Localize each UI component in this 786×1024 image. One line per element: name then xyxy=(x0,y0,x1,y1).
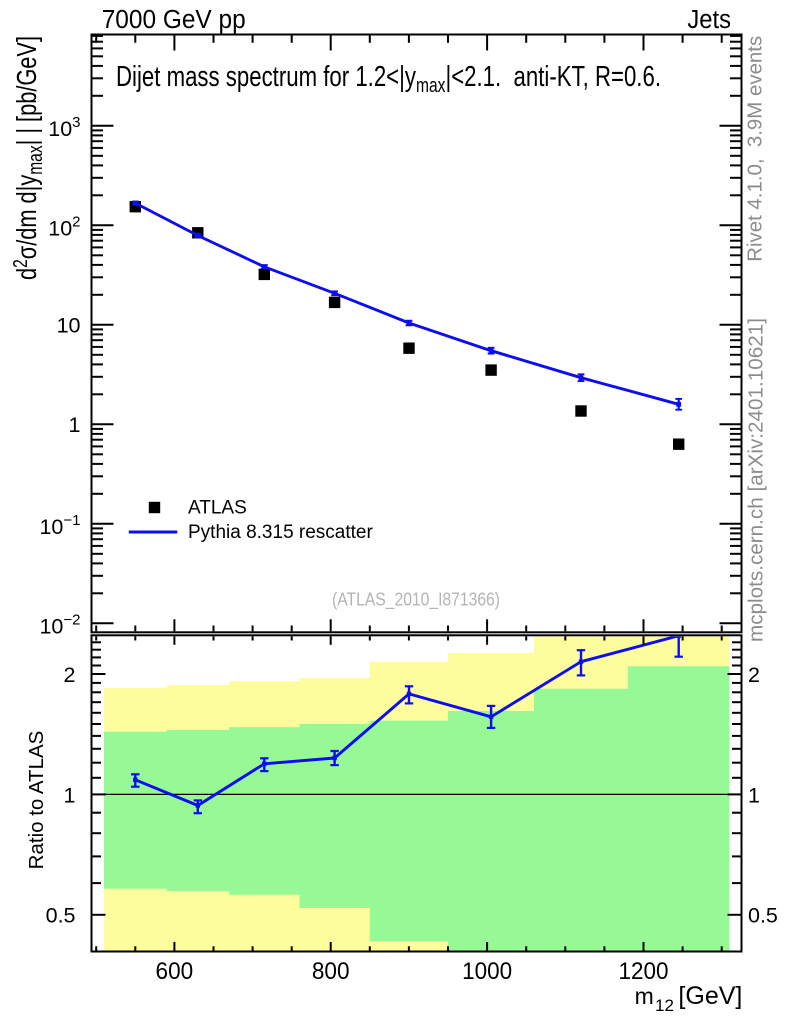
svg-text:1: 1 xyxy=(748,783,760,807)
svg-text:600: 600 xyxy=(156,958,194,985)
svg-text:ATLAS: ATLAS xyxy=(188,497,247,518)
svg-text:0.5: 0.5 xyxy=(748,904,778,928)
svg-text:0.5: 0.5 xyxy=(46,904,76,928)
svg-text:Pythia 8.315 rescatter: Pythia 8.315 rescatter xyxy=(188,522,373,543)
svg-text:Rivet 4.1.0, 3.9M events: Rivet 4.1.0, 3.9M events xyxy=(745,36,767,262)
svg-text:7000 GeV pp: 7000 GeV pp xyxy=(102,6,246,34)
svg-text:Jets: Jets xyxy=(687,6,731,34)
svg-text:[GeV]: [GeV] xyxy=(678,982,742,1010)
svg-text:2: 2 xyxy=(748,663,760,687)
svg-text:1200: 1200 xyxy=(619,958,669,985)
svg-text:10: 10 xyxy=(57,314,81,338)
svg-text:12: 12 xyxy=(655,996,674,1015)
svg-text:1: 1 xyxy=(64,783,76,807)
svg-text:m: m xyxy=(635,983,654,1009)
svg-text:Dijet mass spectrum for 1.2<|y: Dijet mass spectrum for 1.2<|ymax|<2.1. … xyxy=(116,61,661,97)
svg-text:mcplots.cern.ch [arXiv:2401.10: mcplots.cern.ch [arXiv:2401.10621] xyxy=(746,318,768,642)
svg-text:2: 2 xyxy=(64,663,76,687)
svg-text:800: 800 xyxy=(312,958,350,985)
svg-text:1000: 1000 xyxy=(462,958,512,985)
svg-text:Ratio to ATLAS: Ratio to ATLAS xyxy=(25,731,48,870)
svg-text:(ATLAS_2010_I871366): (ATLAS_2010_I871366) xyxy=(332,588,500,610)
svg-text:1: 1 xyxy=(69,413,81,437)
